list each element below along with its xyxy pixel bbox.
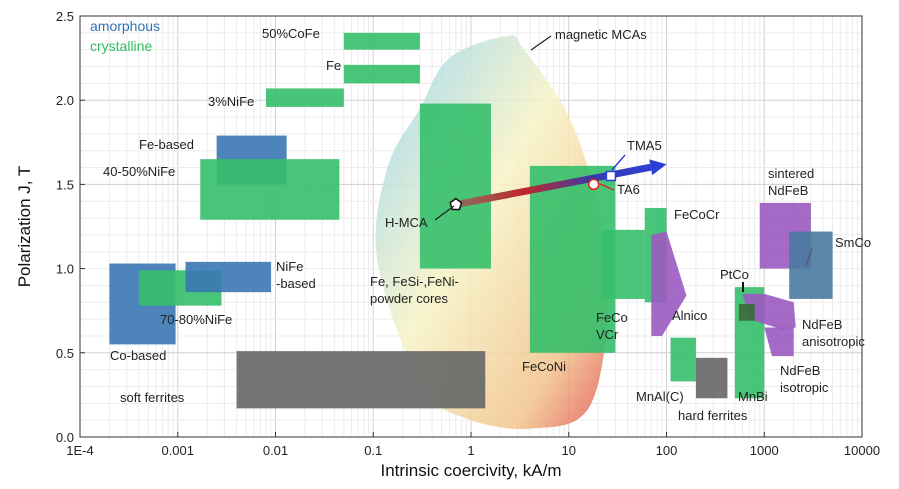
y-tick-label: 0.5 [56, 346, 74, 361]
leader-tma5 [611, 154, 626, 171]
x-tick-label: 0.1 [364, 443, 382, 458]
leader-smco [805, 247, 813, 267]
region-fe [343, 64, 420, 84]
label-mnbi: MnBi [738, 389, 768, 404]
region-ndfeb-isotropic [764, 327, 794, 357]
region-layer [109, 32, 833, 409]
region-fecovcr [602, 229, 645, 299]
region-hard-ferrites [695, 357, 728, 399]
label-nife-based: NiFe -based [276, 259, 316, 291]
region-ndfeb-anisotropic [742, 293, 796, 330]
label-feconi: FeCoNi [522, 359, 566, 374]
y-tick-label: 2.0 [56, 93, 74, 108]
region-smco [789, 231, 833, 299]
x-tick-label: 1E-4 [66, 443, 93, 458]
label-tma5: TMA5 [627, 138, 662, 153]
region-feconi [529, 165, 616, 353]
label-3nife: 3%NiFe [208, 94, 254, 109]
label-h-mca: H-MCA [385, 215, 428, 230]
legend: amorphous crystalline [90, 18, 160, 54]
region-3nife [266, 88, 344, 107]
leader-mca [530, 35, 552, 51]
y-tick-label: 1.0 [56, 262, 74, 277]
label-ta6: TA6 [617, 182, 640, 197]
x-tick-label: 1 [467, 443, 474, 458]
region-nife-based [185, 261, 272, 293]
label-fe-based: Fe-based [139, 137, 194, 152]
marker-ta6 [587, 178, 600, 191]
label-70-80nife: 70-80%NiFe [160, 312, 232, 327]
y-axis-title: Polarization J, T [15, 166, 34, 288]
label-hard-ferrites: hard ferrites [678, 408, 748, 423]
y-tick-label: 2.5 [56, 9, 74, 24]
label-50cofe: 50%CoFe [262, 26, 320, 41]
region-labels: 50%CoFe Fe 3%NiFe Fe-based 40-50%NiFe Co-base… [103, 26, 871, 423]
region-ptco [738, 303, 755, 321]
leader-ta6 [599, 183, 615, 191]
region-soft-ferrites [236, 351, 486, 409]
legend-item-crystalline: crystalline [90, 38, 152, 54]
label-co-based: Co-based [110, 348, 166, 363]
x-tick-label: 10 [562, 443, 576, 458]
region-mnalc [670, 337, 696, 382]
x-tick-label: 10000 [844, 443, 880, 458]
label-fecovcr: FeCo VCr [596, 310, 628, 342]
leader-h-mca [434, 205, 455, 221]
label-smco: SmCo [835, 235, 871, 250]
x-tick-label: 100 [656, 443, 678, 458]
region-powder-cores [419, 103, 491, 269]
region-alnico [651, 231, 687, 336]
label-40-50nife: 40-50%NiFe [103, 164, 175, 179]
arrow-head [649, 159, 667, 176]
arrow-shaft [455, 163, 652, 209]
x-tick-label: 0.01 [263, 443, 288, 458]
marker-tma5 [605, 170, 617, 182]
tick-labels: 1E-4 0.001 0.01 0.1 1 10 100 1000 10000 0.0 0.5 1.0… [56, 9, 880, 458]
label-magnetic-mcas: magnetic MCAs [555, 27, 647, 42]
x-tick-label: 0.001 [161, 443, 194, 458]
label-sintered-ndfeb: sintered NdFeB [768, 166, 814, 198]
label-ndfeb-anisotropic: NdFeB anisotropic [802, 317, 865, 349]
label-fe: Fe [326, 58, 341, 73]
y-tick-label: 1.5 [56, 177, 74, 192]
label-fecocr: FeCoCr [674, 207, 720, 222]
shape-layer [651, 231, 796, 357]
label-alnico: Alnico [672, 308, 707, 323]
x-tick-label: 1000 [750, 443, 779, 458]
label-powder-cores: Fe, FeSi-,FeNi-powder cores [370, 274, 459, 306]
x-axis-title: Intrinsic coercivity, kA/m [380, 461, 561, 480]
region-40-50nife [200, 159, 340, 220]
legend-item-amorphous: amorphous [90, 18, 160, 34]
label-soft-ferrites: soft ferrites [120, 390, 185, 405]
label-mnalc: MnAl(C) [636, 389, 684, 404]
region-50cofe [343, 32, 420, 50]
label-ndfeb-isotropic: NdFeB isotropic [780, 363, 829, 395]
label-ptco: PtCo [720, 267, 749, 282]
y-tick-label: 0.0 [56, 430, 74, 445]
